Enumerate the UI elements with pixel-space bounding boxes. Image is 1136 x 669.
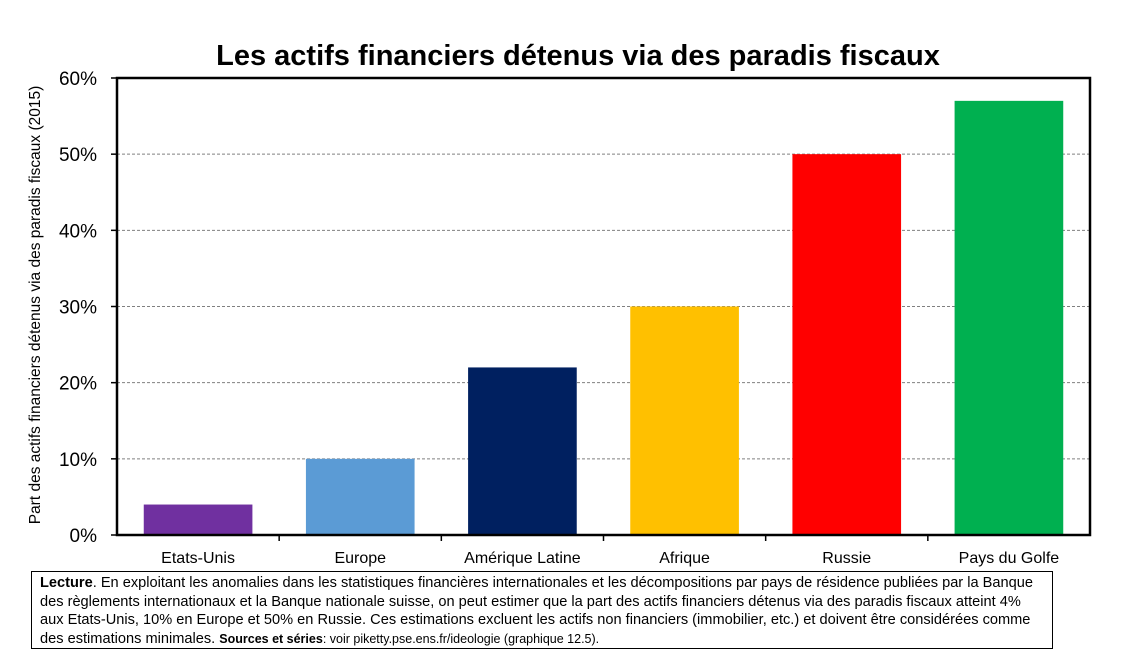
y-tick-label: 30% <box>59 298 97 319</box>
x-tick-label: Amérique Latine <box>464 550 581 567</box>
bars <box>143 100 1064 535</box>
bar <box>143 504 253 535</box>
note-sources-label: Sources et séries <box>219 631 323 646</box>
bar <box>468 367 577 535</box>
x-tick-label: Europe <box>334 550 386 567</box>
y-tick-label: 20% <box>59 374 97 395</box>
x-tick-label: Pays du Golfe <box>959 550 1060 567</box>
x-tick-label: Etats-Unis <box>161 550 235 567</box>
x-tick-label: Russie <box>822 550 871 567</box>
y-tick-label: 50% <box>59 145 97 166</box>
y-tick-label: 10% <box>59 450 97 471</box>
y-tick-label: 0% <box>70 526 98 547</box>
y-tick-labels: 0% 10% 20% 30% 40% 50% 60% <box>59 69 117 547</box>
bar <box>630 306 739 535</box>
x-tick-labels: Etats-Unis Europe Amérique Latine Afrique Ru… <box>161 535 1059 567</box>
y-tick-label: 60% <box>59 69 97 90</box>
bar <box>792 154 902 535</box>
bar <box>305 458 415 535</box>
gridlines <box>117 153 1090 460</box>
note-lead: Lecture <box>40 575 93 591</box>
y-tick-label: 40% <box>59 221 97 242</box>
bar <box>954 100 1064 535</box>
x-tick-label: Afrique <box>659 550 710 567</box>
chart-title: Les actifs financiers détenus via des pa… <box>216 40 940 72</box>
reading-note: Lecture. En exploitant les anomalies dan… <box>31 571 1053 649</box>
bar-chart: 0% 10% 20% 30% 40% 50% 60% Etats-Unis Europe Amé… <box>59 69 1092 567</box>
note-text: . En exploitant les anomalies dans les s… <box>40 575 1033 647</box>
note-sources-text: : voir piketty.pse.ens.fr/ideologie (gra… <box>322 631 600 646</box>
